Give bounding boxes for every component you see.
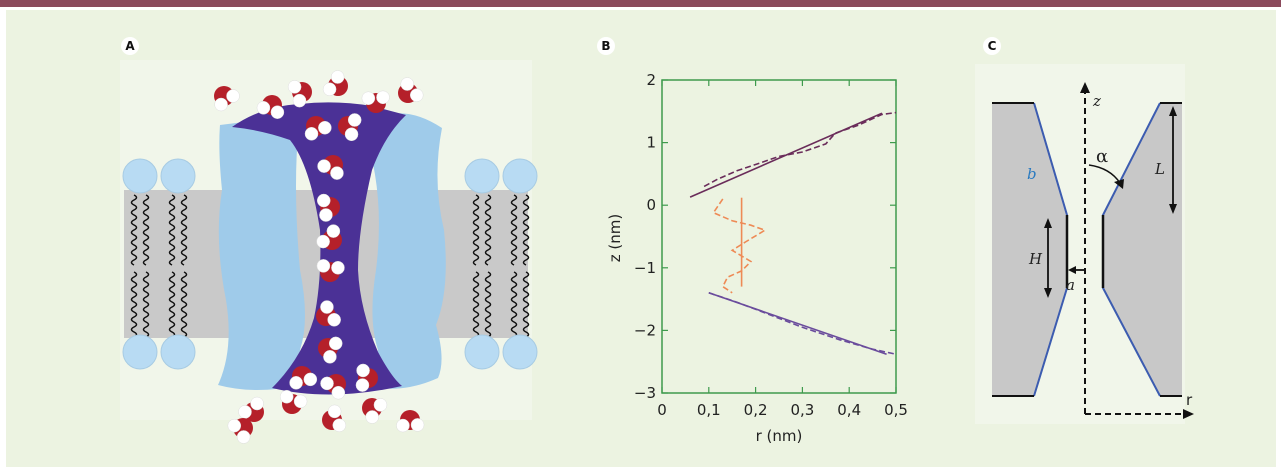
H-arrow-bottom-icon [1044, 288, 1052, 298]
lipid-tail [180, 194, 188, 266]
water-molecule [279, 389, 308, 414]
water-molecule [362, 398, 388, 424]
x-tick-label: 0,1 [697, 401, 721, 419]
y-axis-label: z (nm) [606, 214, 624, 262]
protein-left [218, 115, 305, 390]
water-channel [232, 102, 406, 395]
protein-right [362, 113, 446, 389]
lipid-tail [130, 194, 138, 266]
panel-c-label: C [983, 37, 1001, 55]
lipid-head [464, 158, 500, 194]
a-arrow-icon [1068, 266, 1076, 274]
lipid-tail [472, 194, 480, 266]
top-banner [0, 0, 1281, 7]
lipid-tails [130, 194, 530, 343]
water-molecule [256, 95, 285, 119]
lipid-tail [142, 271, 150, 343]
panel-a-label: A [121, 37, 139, 55]
water-molecule [322, 70, 348, 96]
water-molecule [316, 193, 340, 222]
r-arrow-icon [1183, 409, 1194, 419]
lipid-tail [522, 271, 530, 343]
lipid-head [464, 334, 500, 370]
series-line-1 [689, 112, 883, 198]
water-molecule [320, 374, 346, 400]
water-molecule [355, 363, 378, 392]
x-tick-label: 0,2 [744, 401, 768, 419]
L-arrow-top-icon [1169, 106, 1177, 116]
z-arrow-icon [1080, 82, 1090, 93]
z-label: z [1092, 92, 1101, 110]
water-molecule [316, 224, 342, 250]
water-molecule [398, 77, 424, 103]
lipid-heads [122, 158, 538, 370]
chart-series [689, 111, 897, 355]
L-label: L [1154, 160, 1165, 178]
alpha-arrow-icon [1114, 179, 1124, 189]
series-line-2 [703, 111, 897, 188]
lipid-head [502, 334, 538, 370]
water-molecule [289, 366, 318, 390]
lipid-tail [130, 271, 138, 343]
lipid-head [160, 158, 196, 194]
lipid-tail [522, 194, 530, 266]
y-tick-label: −1 [634, 259, 656, 277]
water-molecules [214, 70, 425, 444]
lipid-head [122, 334, 158, 370]
water-molecule [322, 404, 347, 433]
y-tick-label: 0 [646, 196, 656, 214]
plot-area [661, 79, 897, 394]
x-tick-label: 0,5 [884, 401, 908, 419]
y-tick-label: 1 [646, 134, 656, 152]
water-molecule [287, 80, 312, 108]
r-label: r [1186, 391, 1193, 409]
a-label: a [1066, 276, 1075, 294]
x-tick-label: 0,3 [790, 401, 814, 419]
lipid-head [502, 158, 538, 194]
x-tick-label: 0,4 [837, 401, 861, 419]
series-line-4 [712, 198, 767, 294]
panel-b-label: B [597, 37, 615, 55]
lipid-head [160, 334, 196, 370]
lipid-tail [510, 271, 518, 343]
x-axis-label: r (nm) [756, 427, 803, 445]
water-molecule [304, 116, 332, 141]
x-ticks: 0 0,1 0,2 0,3 0,4 0,5 [657, 80, 908, 419]
lipid-tail [472, 271, 480, 343]
lipid-tail [484, 271, 492, 343]
y-tick-label: 2 [646, 71, 656, 89]
y-ticks: 2 1 0 −1 −2 −3 [634, 71, 896, 402]
alpha-label: α [1096, 146, 1108, 167]
water-molecule [227, 418, 253, 444]
alpha-arc [1088, 164, 1121, 184]
L-arrow-bottom-icon [1169, 204, 1177, 214]
lipid-tail [142, 194, 150, 266]
series-line-6 [708, 292, 897, 355]
lipid-tail [168, 194, 176, 266]
water-molecule [214, 86, 240, 112]
lipid-tail [484, 194, 492, 266]
b-label: b [1027, 165, 1037, 183]
x-tick-label: 0 [657, 401, 667, 419]
water-molecule [316, 300, 341, 327]
water-molecule [317, 155, 344, 180]
water-molecule [361, 90, 390, 113]
H-arrow-top-icon [1044, 218, 1052, 228]
water-molecule [238, 396, 264, 422]
cone-left [992, 103, 1067, 396]
y-tick-label: −3 [634, 384, 656, 402]
water-molecule [396, 410, 425, 433]
lipid-tail [510, 194, 518, 266]
lipid-tail [180, 271, 188, 343]
lipid-head [122, 158, 158, 194]
water-molecule [316, 259, 345, 282]
H-label: H [1028, 250, 1043, 268]
water-molecule [338, 113, 362, 142]
lipid-tail [168, 271, 176, 343]
y-tick-label: −2 [634, 321, 656, 339]
water-molecule [318, 336, 343, 364]
